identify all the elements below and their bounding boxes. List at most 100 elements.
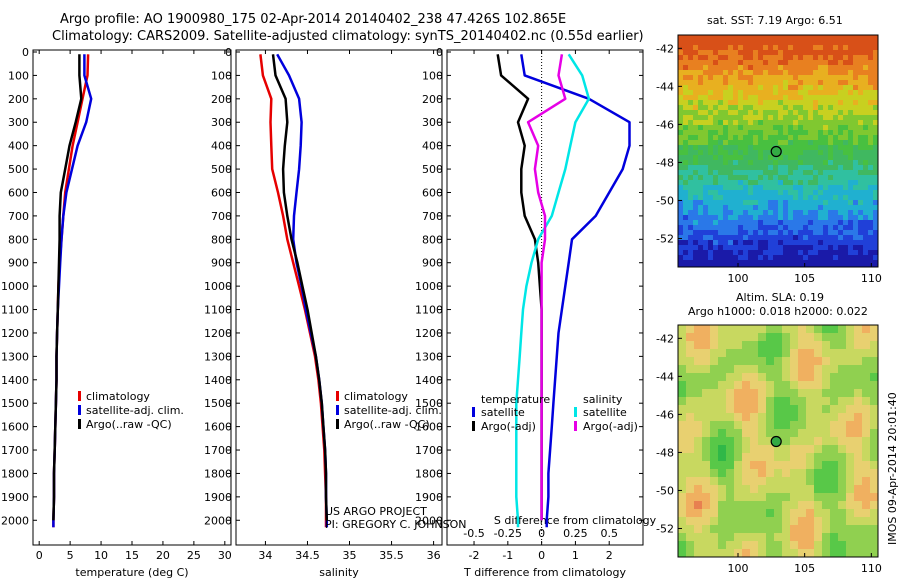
map-cell: [848, 170, 854, 176]
map-cell: [790, 525, 799, 534]
map-cell: [718, 381, 727, 390]
map-cell: [854, 421, 863, 430]
map-cell: [726, 381, 735, 390]
map-cell: [738, 125, 744, 131]
map-cell: [803, 190, 809, 196]
y-tick-label: 300: [211, 116, 232, 129]
map-cell: [678, 389, 687, 398]
map-cell: [703, 90, 709, 96]
map-cell: [743, 45, 749, 51]
map-cell: [738, 220, 744, 226]
map-cell: [753, 105, 759, 111]
map-cell: [750, 533, 759, 542]
x-tick-label: 34: [258, 549, 272, 562]
map-cell: [678, 405, 687, 414]
map-cell: [678, 190, 684, 196]
map-cell: [863, 185, 869, 191]
map-cell: [870, 373, 878, 382]
x-tick-label: 20: [156, 549, 170, 562]
map-cell: [848, 265, 854, 267]
map-cell: [728, 225, 734, 231]
map-cell: [843, 100, 849, 106]
map-cell: [823, 145, 829, 151]
map-cell: [793, 55, 799, 61]
map-cell: [868, 210, 874, 216]
map-cell: [853, 70, 859, 76]
map-cell: [813, 125, 819, 131]
map-cell: [703, 140, 709, 146]
map-cell: [726, 533, 735, 542]
map-cell: [838, 225, 844, 231]
map-cell: [853, 255, 859, 261]
map-cell: [848, 75, 854, 81]
map-cell: [753, 60, 759, 66]
map-y-tick-label: -50: [656, 194, 674, 207]
map-cell: [798, 469, 807, 478]
map-y-tick-label: -42: [656, 332, 674, 345]
map-cell: [848, 195, 854, 201]
map-cell: [838, 357, 847, 366]
map-cell: [758, 445, 767, 454]
map-cell: [742, 421, 751, 430]
map-cell: [798, 200, 804, 206]
map-cell: [748, 150, 754, 156]
map-cell: [713, 105, 719, 111]
map-cell: [798, 389, 807, 398]
map-cell: [728, 215, 734, 221]
map-cell: [778, 190, 784, 196]
map-cell: [688, 110, 694, 116]
map-cell: [726, 429, 735, 438]
map-cell: [828, 240, 834, 246]
map-cell: [774, 381, 783, 390]
map-cell: [828, 95, 834, 101]
map-cell: [738, 205, 744, 211]
map-cell: [873, 105, 878, 111]
map-cell: [798, 155, 804, 161]
map-cell: [862, 349, 871, 358]
y-tick-label: 1800: [204, 467, 232, 480]
map-cell: [708, 100, 714, 106]
map-cell: [843, 115, 849, 121]
map-cell: [838, 485, 847, 494]
map-cell: [848, 150, 854, 156]
map-cell: [738, 160, 744, 166]
map-cell: [768, 60, 774, 66]
map-cell: [748, 245, 754, 251]
map-cell: [758, 240, 764, 246]
map-cell: [788, 160, 794, 166]
map-cell: [743, 205, 749, 211]
plot-frame-temperature: [32, 49, 232, 546]
map-cell: [718, 180, 724, 186]
map-cell: [766, 405, 775, 414]
y-tick-label: 1800: [415, 467, 443, 480]
map-cell: [748, 90, 754, 96]
map-cell: [678, 40, 684, 46]
map-cell: [718, 155, 724, 161]
map-cell: [698, 245, 704, 251]
map-cell: [768, 120, 774, 126]
map-cell: [868, 110, 874, 116]
map-cell: [742, 429, 751, 438]
map-cell: [833, 75, 839, 81]
map-cell: [728, 250, 734, 256]
map-cell: [778, 140, 784, 146]
map-cell: [823, 240, 829, 246]
map-cell: [830, 517, 839, 526]
map-cell: [813, 230, 819, 236]
map-cell: [838, 525, 847, 534]
map-cell: [748, 45, 754, 51]
map-cell: [868, 115, 874, 121]
map-cell: [863, 90, 869, 96]
map-cell: [763, 250, 769, 256]
map-cell: [814, 341, 823, 350]
map-cell: [758, 100, 764, 106]
map-cell: [788, 105, 794, 111]
map-cell: [798, 517, 807, 526]
map-cell: [738, 235, 744, 241]
map-cell: [803, 50, 809, 56]
map-cell: [798, 60, 804, 66]
map-cell: [846, 501, 855, 510]
map-cell: [758, 381, 767, 390]
map-cell: [743, 70, 749, 76]
map-cell: [853, 115, 859, 121]
